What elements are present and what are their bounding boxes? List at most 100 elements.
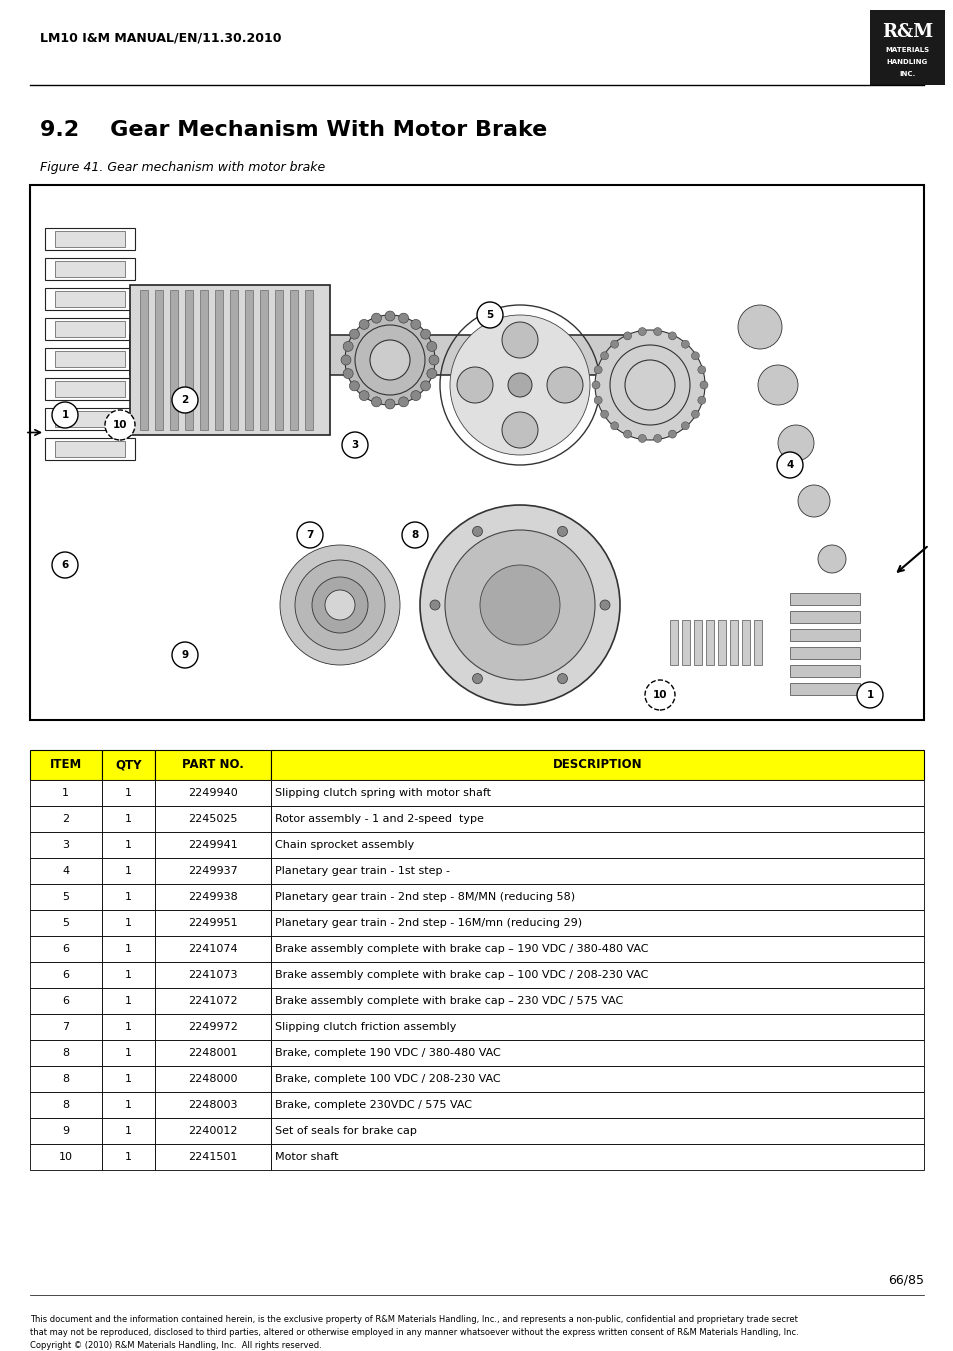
Bar — [789, 611, 859, 623]
Circle shape — [668, 430, 676, 438]
Text: Planetary gear train - 2nd step - 8M/MN (reducing 58): Planetary gear train - 2nd step - 8M/MN … — [275, 892, 575, 902]
Text: 2241073: 2241073 — [189, 970, 237, 979]
Text: 2: 2 — [62, 815, 70, 824]
Circle shape — [680, 340, 689, 349]
Circle shape — [420, 381, 430, 390]
Text: 10: 10 — [59, 1152, 72, 1162]
Circle shape — [856, 682, 882, 708]
Bar — [155, 780, 271, 807]
Text: Slipping clutch spring with motor shaft: Slipping clutch spring with motor shaft — [275, 788, 491, 798]
Bar — [45, 288, 135, 309]
Bar — [155, 1066, 271, 1092]
Circle shape — [349, 381, 359, 390]
Text: 7: 7 — [306, 530, 314, 540]
Text: Slipping clutch friction assembly: Slipping clutch friction assembly — [275, 1021, 456, 1032]
Bar — [154, 290, 163, 430]
Bar — [155, 750, 271, 780]
Bar — [718, 620, 725, 665]
Circle shape — [697, 396, 705, 404]
Bar — [230, 290, 237, 430]
Bar — [271, 807, 923, 832]
Bar — [45, 408, 135, 430]
Circle shape — [444, 530, 595, 680]
Bar — [55, 231, 125, 247]
Text: 1: 1 — [125, 892, 132, 902]
Text: 5: 5 — [486, 309, 493, 320]
Circle shape — [557, 674, 567, 684]
Text: 1: 1 — [125, 866, 132, 875]
Bar — [101, 1144, 155, 1170]
Circle shape — [609, 345, 689, 426]
Circle shape — [398, 313, 408, 323]
Circle shape — [343, 369, 353, 378]
Circle shape — [501, 412, 537, 449]
Circle shape — [595, 330, 704, 440]
Circle shape — [592, 381, 599, 389]
Bar — [101, 750, 155, 780]
Text: DESCRIPTION: DESCRIPTION — [553, 758, 641, 771]
Text: INC.: INC. — [899, 72, 915, 77]
Bar — [101, 780, 155, 807]
Bar — [271, 1119, 923, 1144]
Text: 6: 6 — [62, 970, 70, 979]
Text: 7: 7 — [62, 1021, 70, 1032]
Bar — [155, 807, 271, 832]
Text: 1: 1 — [125, 1125, 132, 1136]
Bar — [271, 1066, 923, 1092]
Bar — [705, 620, 713, 665]
Bar — [30, 1119, 101, 1144]
Bar — [30, 858, 101, 884]
Text: PART NO.: PART NO. — [182, 758, 244, 771]
Circle shape — [370, 340, 410, 380]
Text: 2248000: 2248000 — [189, 1074, 237, 1084]
Text: ITEM: ITEM — [50, 758, 82, 771]
Bar — [260, 290, 268, 430]
Text: 3: 3 — [62, 840, 70, 850]
Text: 1: 1 — [125, 944, 132, 954]
Bar — [101, 962, 155, 988]
Circle shape — [411, 390, 420, 401]
Bar — [55, 290, 125, 307]
Bar — [693, 620, 701, 665]
Circle shape — [638, 435, 645, 442]
Circle shape — [776, 453, 802, 478]
Circle shape — [700, 381, 707, 389]
Text: R&M: R&M — [881, 23, 932, 41]
Circle shape — [507, 373, 532, 397]
Bar — [271, 1092, 923, 1119]
Bar — [155, 1040, 271, 1066]
Circle shape — [653, 435, 661, 442]
Circle shape — [385, 399, 395, 409]
Circle shape — [758, 365, 797, 405]
Text: 1: 1 — [125, 1048, 132, 1058]
Text: 2241074: 2241074 — [189, 944, 238, 954]
Text: 4: 4 — [62, 866, 70, 875]
Bar — [245, 290, 253, 430]
Text: 8: 8 — [62, 1074, 70, 1084]
Bar — [101, 911, 155, 936]
Bar — [681, 620, 689, 665]
Circle shape — [680, 422, 689, 430]
Circle shape — [600, 411, 608, 419]
Text: 6: 6 — [62, 996, 70, 1006]
Circle shape — [472, 674, 482, 684]
Circle shape — [385, 311, 395, 322]
Circle shape — [610, 422, 618, 430]
Circle shape — [341, 432, 368, 458]
Text: Figure 41. Gear mechanism with motor brake: Figure 41. Gear mechanism with motor bra… — [40, 162, 325, 174]
Circle shape — [294, 561, 385, 650]
FancyBboxPatch shape — [869, 9, 944, 85]
Text: 5: 5 — [62, 892, 70, 902]
Bar — [30, 1040, 101, 1066]
Text: 2249941: 2249941 — [188, 840, 238, 850]
Bar — [30, 988, 101, 1015]
Circle shape — [419, 505, 619, 705]
Circle shape — [594, 366, 601, 374]
Circle shape — [546, 367, 582, 403]
Circle shape — [420, 330, 430, 339]
Circle shape — [778, 426, 813, 461]
Circle shape — [429, 355, 438, 365]
Text: Rotor assembly - 1 and 2-speed  type: Rotor assembly - 1 and 2-speed type — [275, 815, 484, 824]
Text: Planetary gear train - 1st step -: Planetary gear train - 1st step - — [275, 866, 450, 875]
Circle shape — [623, 430, 631, 438]
